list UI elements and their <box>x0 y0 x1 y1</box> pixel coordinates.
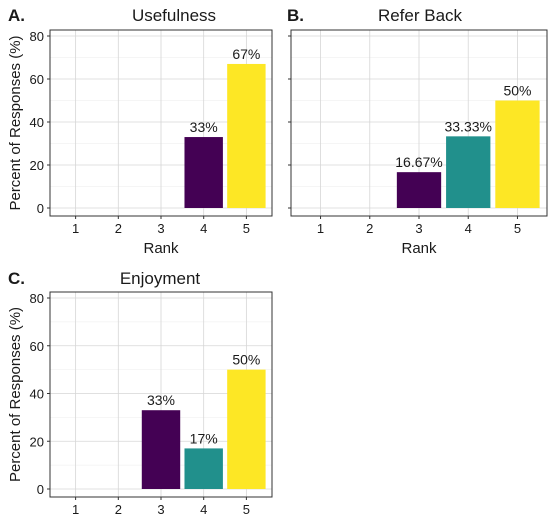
y-axis-label: Percent of Responses (%) <box>7 307 24 482</box>
x-tick-label: 4 <box>200 502 207 517</box>
bar-rank-5 <box>227 369 266 489</box>
panel-title: Enjoyment <box>120 269 201 288</box>
y-tick-label: 20 <box>30 434 44 449</box>
panel-refer-back: 16.67% 33.33% 50% 1 2 3 4 5 B. Refer Back Rank <box>287 6 548 257</box>
y-tick-label: 60 <box>30 72 44 87</box>
y-tick-label: 80 <box>30 29 44 44</box>
x-tick-label: 5 <box>243 502 250 517</box>
panel-title: Refer Back <box>378 6 463 25</box>
x-tick-label: 5 <box>514 221 521 236</box>
x-tick-label: 2 <box>115 502 122 517</box>
x-tick-label: 1 <box>317 221 324 236</box>
x-tick-label: 4 <box>465 221 472 236</box>
panel-tag: B. <box>287 6 304 25</box>
y-tick-label: 0 <box>37 201 44 216</box>
panel-tag: A. <box>8 6 25 25</box>
panel-usefulness: 33% 67% 0 20 40 60 80 1 2 3 4 5 A. Usefulness Rank Perc… <box>7 6 273 257</box>
bar-rank-5 <box>227 63 266 209</box>
x-tick-label: 3 <box>157 502 164 517</box>
x-tick-label: 2 <box>115 221 122 236</box>
data-label: 16.67% <box>395 154 442 170</box>
x-tick-label: 1 <box>72 221 79 236</box>
y-tick-label: 80 <box>30 291 44 306</box>
x-tick-label: 4 <box>200 221 207 236</box>
x-tick-label: 2 <box>366 221 373 236</box>
panel-title: Usefulness <box>132 6 216 25</box>
data-label: 50% <box>503 83 531 99</box>
panel-tag: C. <box>8 269 25 288</box>
bar-rank-5 <box>495 100 540 208</box>
data-label: 67% <box>232 46 260 62</box>
y-tick-label: 60 <box>30 339 44 354</box>
x-tick-label: 5 <box>243 221 250 236</box>
x-axis-label: Rank <box>401 240 437 257</box>
bar-rank-4 <box>184 137 223 208</box>
data-label: 33% <box>147 392 175 408</box>
x-tick-label: 1 <box>72 502 79 517</box>
bar-rank-3 <box>396 172 442 208</box>
y-tick-label: 40 <box>30 115 44 130</box>
bar-rank-3 <box>141 410 181 489</box>
data-label: 17% <box>190 430 218 446</box>
y-tick-label: 40 <box>30 387 44 402</box>
data-label: 50% <box>232 352 260 368</box>
x-tick-label: 3 <box>415 221 422 236</box>
bar-rank-4 <box>184 448 223 489</box>
y-tick-label: 0 <box>37 482 44 497</box>
bar-rank-4 <box>446 136 491 208</box>
x-tick-label: 3 <box>157 221 164 236</box>
x-axis-label: Rank <box>143 240 179 257</box>
data-label: 33.33% <box>444 118 491 134</box>
data-label: 33% <box>190 119 218 135</box>
panel-enjoyment: 33% 17% 50% 0 20 40 60 80 1 2 3 4 5 C. Enjoyment Percen… <box>7 269 273 517</box>
y-tick-label: 20 <box>30 158 44 173</box>
y-axis-label: Percent of Responses (%) <box>7 35 24 210</box>
